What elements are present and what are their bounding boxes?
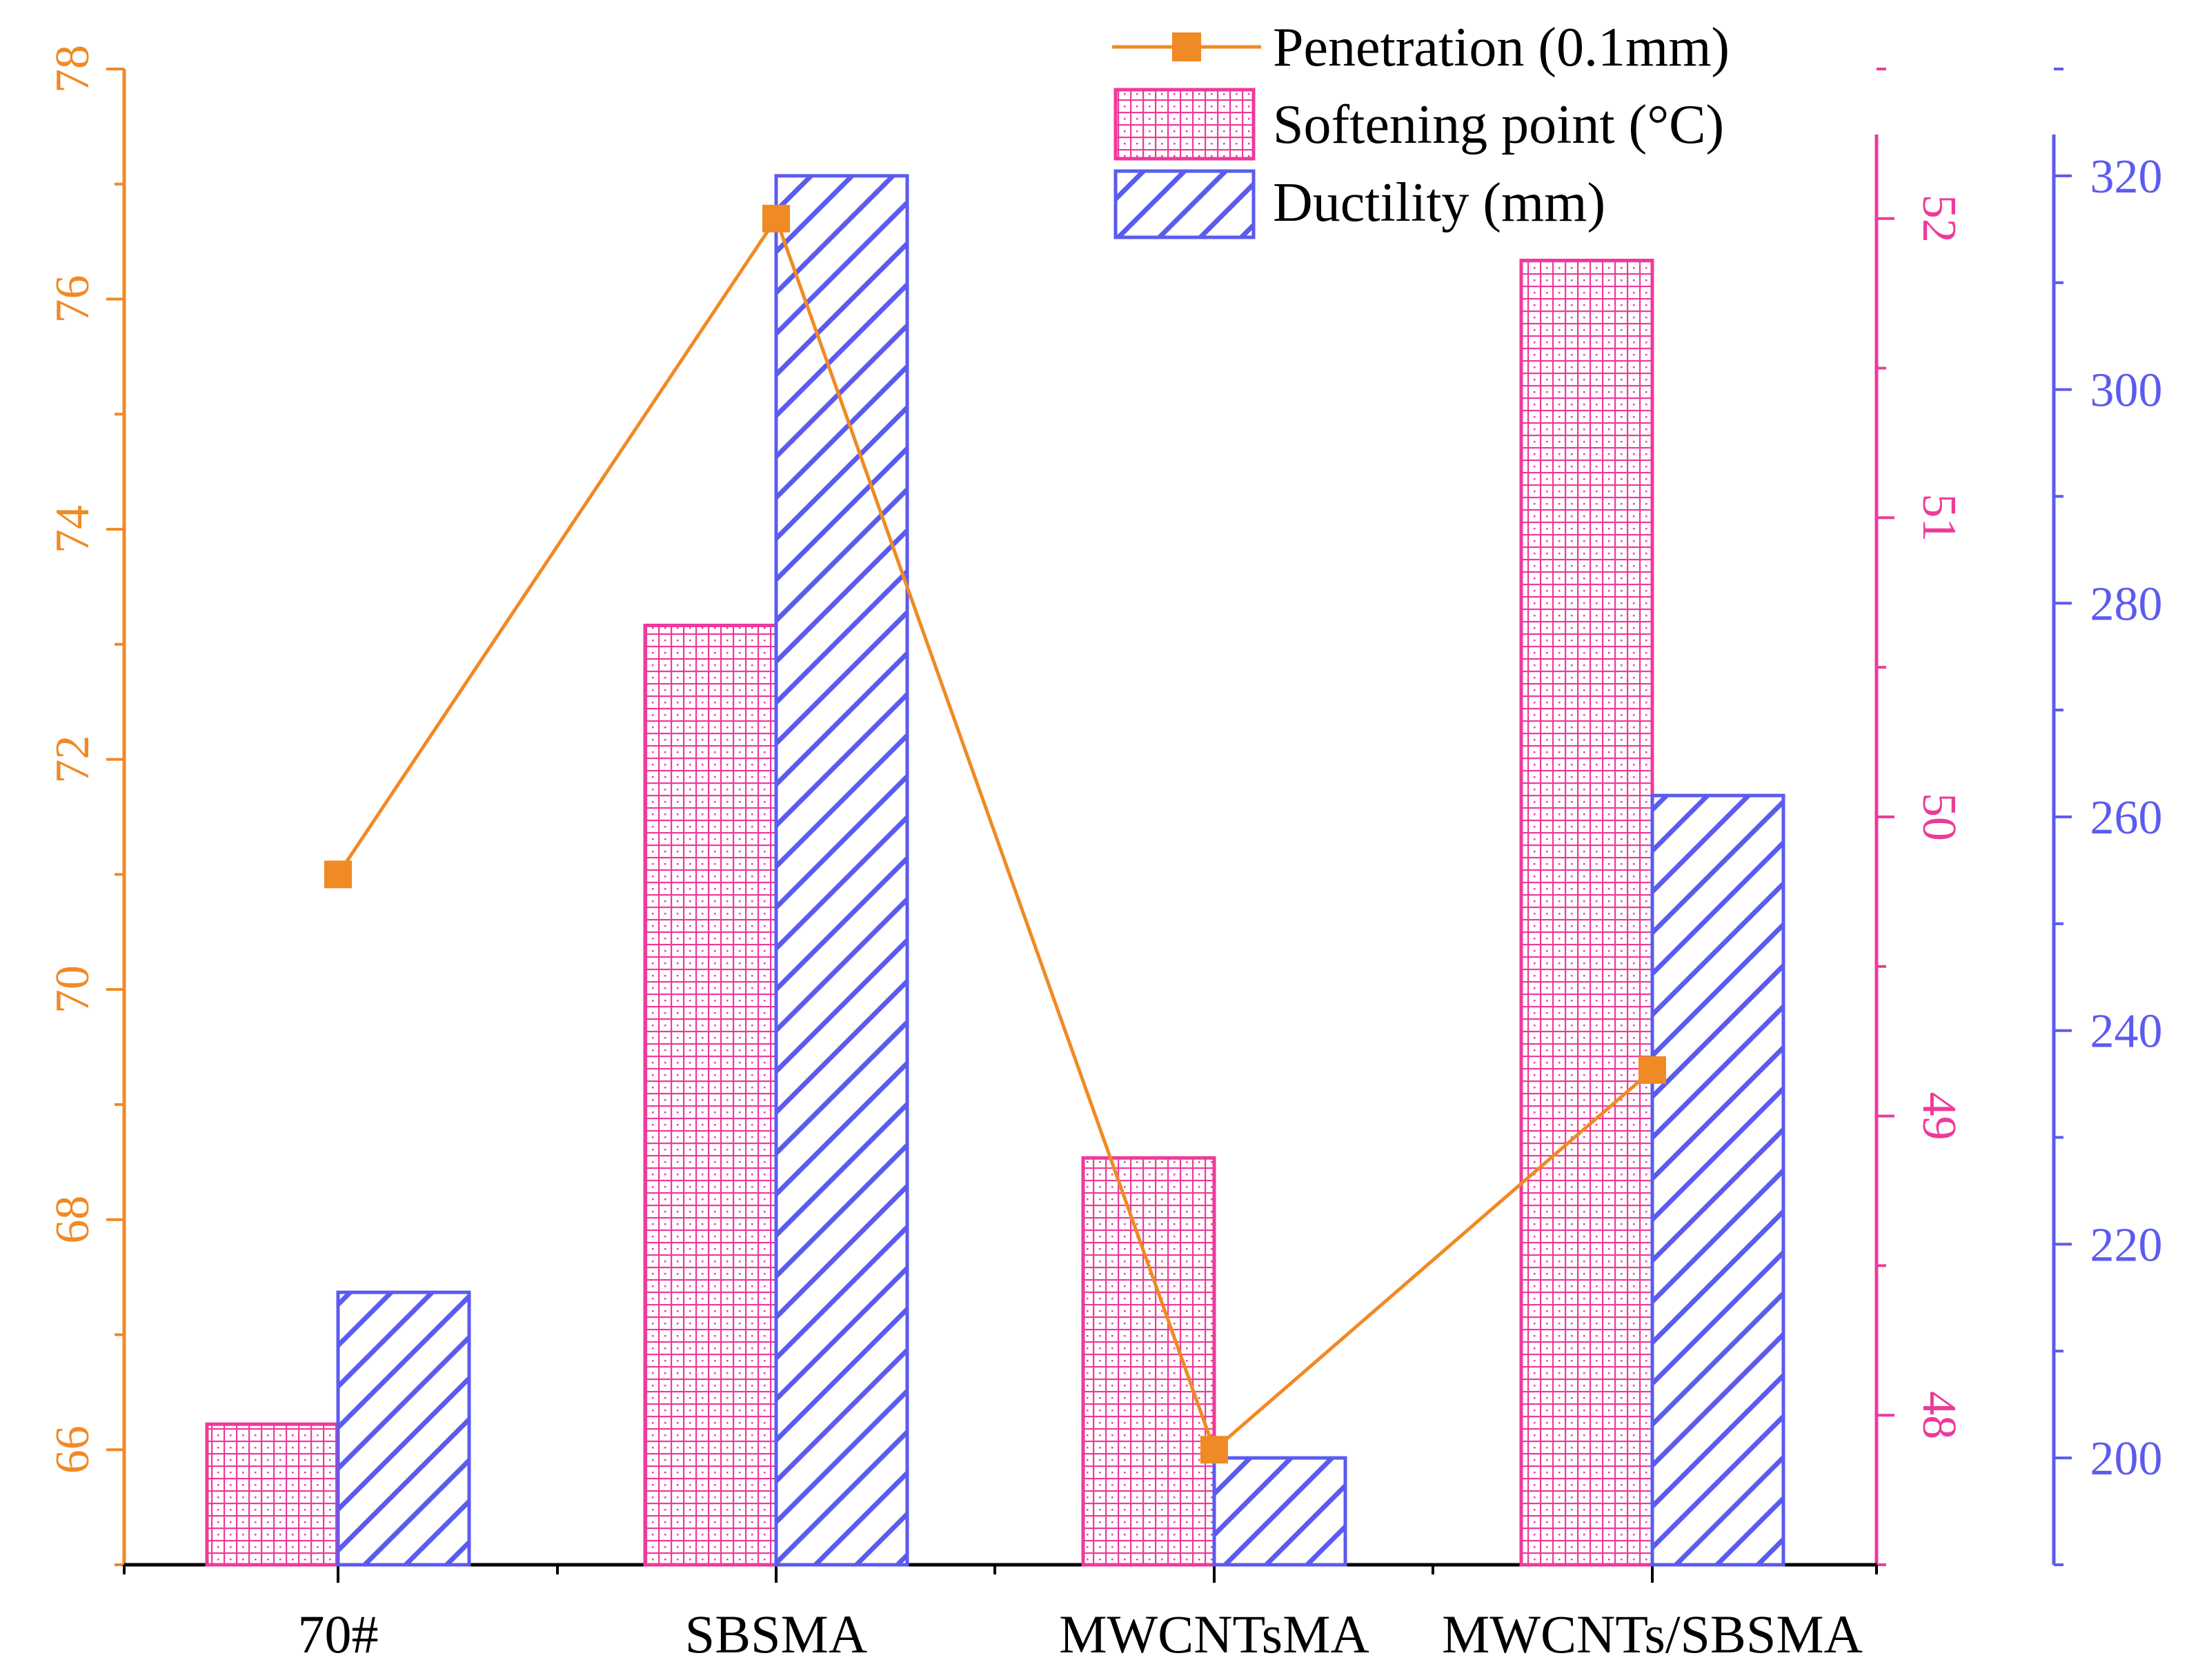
- penetration-point: [1200, 1436, 1228, 1464]
- legend: Penetration (0.1mm) Softening point (°C)…: [1112, 17, 1730, 239]
- right1-tick-label: 49: [1912, 1092, 1966, 1140]
- penetration-line-series: [324, 204, 1666, 1464]
- bar-softening-point: [205, 1422, 340, 1567]
- bar-series: [205, 174, 1785, 1567]
- legend-softening-swatch: [1113, 88, 1256, 161]
- left-tick-label: 78: [46, 45, 99, 93]
- right1-tick-label: 48: [1912, 1391, 1966, 1439]
- right-y-axis-softening: 48 49 50 51 52: [1874, 68, 1966, 1566]
- right2-tick-label: 300: [2090, 364, 2163, 417]
- right1-tick-label: 52: [1912, 195, 1966, 243]
- left-tick-label: 74: [46, 505, 99, 553]
- legend-penetration-swatch-marker: [1172, 32, 1201, 61]
- right2-tick-label: 320: [2090, 150, 2163, 204]
- right1-tick-label: 50: [1912, 793, 1966, 841]
- legend-penetration-label: Penetration (0.1mm): [1273, 17, 1730, 78]
- penetration-point: [1638, 1056, 1666, 1084]
- bar-ductility: [1650, 793, 1785, 1567]
- x-category-label: MWCNTsMA: [1059, 1604, 1369, 1664]
- right2-tick-label: 240: [2090, 1005, 2163, 1058]
- left-tick-label: 68: [46, 1196, 99, 1244]
- bar-softening-point: [1081, 1156, 1216, 1567]
- bar-softening-point: [1519, 259, 1654, 1567]
- bar-ductility: [336, 1290, 471, 1567]
- x-category-label: MWCNTs/SBSMA: [1442, 1604, 1863, 1664]
- penetration-point: [762, 204, 790, 233]
- legend-softening-label: Softening point (°C): [1273, 95, 1724, 155]
- left-tick-label: 72: [46, 735, 99, 784]
- right1-tick-label: 51: [1912, 493, 1966, 542]
- legend-ductility-swatch: [1113, 169, 1256, 239]
- bar-ductility: [1212, 1456, 1347, 1567]
- x-category-label: SBSMA: [685, 1604, 867, 1664]
- bar-softening-point: [643, 623, 778, 1567]
- right2-tick-label: 260: [2090, 791, 2163, 844]
- left-tick-label: 76: [46, 275, 99, 324]
- x-axis: 70# SBSMA MWCNTsMA MWCNTs/SBSMA: [123, 1563, 1878, 1664]
- right2-tick-label: 280: [2090, 577, 2163, 631]
- right-y-axis-ductility: 200 220 240 260 280 300 320: [2052, 68, 2163, 1566]
- legend-ductility-label: Ductility (mm): [1273, 172, 1605, 233]
- x-category-label: 70#: [298, 1604, 379, 1664]
- penetration-point: [324, 860, 352, 889]
- left-tick-label: 70: [46, 965, 99, 1014]
- left-y-axis: 66 68 70 72 74 76 78: [46, 45, 126, 1566]
- left-tick-label: 66: [46, 1425, 99, 1474]
- right2-tick-label: 200: [2090, 1432, 2163, 1485]
- right2-tick-label: 220: [2090, 1218, 2163, 1272]
- penetration-line: [336, 215, 1654, 1453]
- bar-ductility: [774, 174, 909, 1567]
